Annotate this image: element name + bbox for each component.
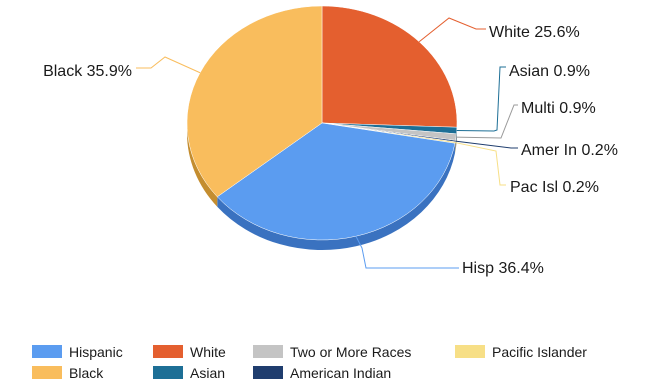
legend-item-pacific-islander: Pacific Islander xyxy=(455,344,587,360)
legend-label: Hispanic xyxy=(69,344,123,360)
leader-line-asian xyxy=(456,66,506,132)
leader-lines xyxy=(136,17,518,269)
leader-line-white xyxy=(418,17,486,43)
slice-side-black xyxy=(187,123,218,207)
legend-item-asian: Asian xyxy=(153,365,225,381)
slice-labels: White 25.6% Asian 0.9% Multi 0.9% Amer In 0… xyxy=(43,24,618,277)
legend-label: Two or More Races xyxy=(290,344,411,360)
legend-item-american-indian: American Indian xyxy=(253,365,391,381)
pie-3d-sides xyxy=(187,123,457,251)
legend-label: White xyxy=(190,344,226,360)
data-label-white: White 25.6% xyxy=(489,24,580,41)
slice-hisp xyxy=(216,122,456,241)
slice-black xyxy=(186,5,323,198)
data-label-pac-isl: Pac Isl 0.2% xyxy=(510,179,599,196)
legend-label: Pacific Islander xyxy=(492,344,587,360)
legend-swatch xyxy=(153,366,183,379)
pie-slices xyxy=(186,5,458,241)
legend-item-two-or-more-races: Two or More Races xyxy=(253,344,411,360)
legend-swatch xyxy=(253,345,283,358)
legend-item-white: White xyxy=(153,344,226,360)
slice-side-multi xyxy=(455,133,457,151)
legend-swatch xyxy=(32,366,62,379)
legend-swatch xyxy=(253,366,283,379)
legend-item-hispanic: Hispanic xyxy=(32,344,123,360)
leader-line-multi xyxy=(456,104,518,139)
slice-side-hisp xyxy=(217,143,455,251)
legend-label: Black xyxy=(69,365,104,381)
legend-swatch xyxy=(153,345,183,358)
data-label-black: Black 35.9% xyxy=(43,63,132,80)
legend: Hispanic White Two or More Races Pacific Is… xyxy=(32,344,587,381)
leader-line-hisp xyxy=(355,236,459,269)
leader-line-amer-in xyxy=(455,140,518,149)
slice-white xyxy=(321,5,458,128)
data-label-hisp: Hisp 36.4% xyxy=(462,260,544,277)
data-label-multi: Multi 0.9% xyxy=(521,100,596,117)
leader-line-pac-isl xyxy=(455,142,506,186)
leader-line-black xyxy=(136,56,201,74)
legend-swatch xyxy=(455,345,485,358)
legend-label: Asian xyxy=(190,365,225,381)
data-label-asian: Asian 0.9% xyxy=(509,63,590,80)
data-label-amer-in: Amer In 0.2% xyxy=(521,142,618,159)
legend-swatch xyxy=(32,345,62,358)
legend-label: American Indian xyxy=(290,365,391,381)
legend-item-black: Black xyxy=(32,365,104,381)
